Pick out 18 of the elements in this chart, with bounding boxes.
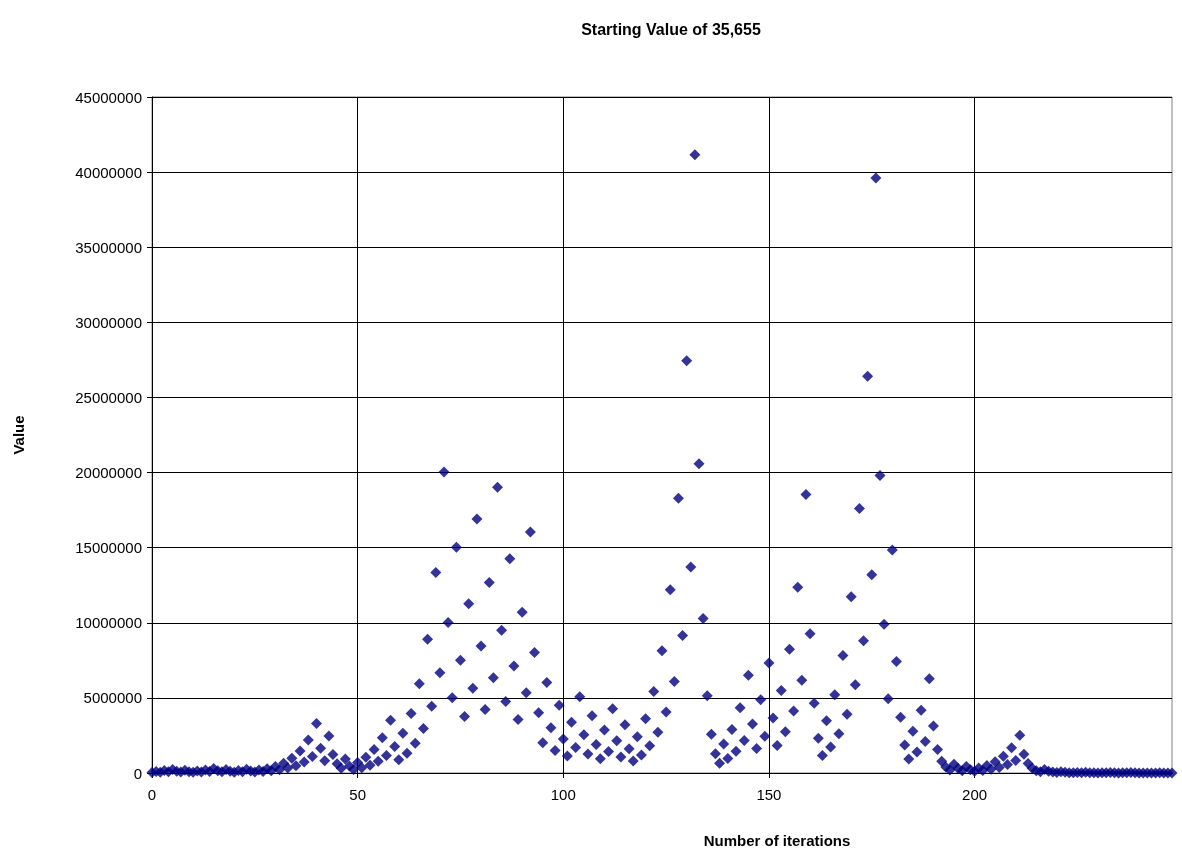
y-tick-label: 5000000 [83,689,142,707]
y-tick-label: 25000000 [75,388,142,406]
y-tick-label: 0 [133,764,142,782]
x-tick-label: 150 [756,786,782,803]
y-tick-label: 20000000 [75,464,142,482]
x-tick-label: 100 [550,786,576,803]
y-tick-label: 15000000 [75,539,142,557]
y-tick-label: 40000000 [75,163,142,181]
y-axis-title: Value [10,415,27,455]
x-tick-label: 0 [147,786,157,803]
y-tick-label: 35000000 [75,238,142,256]
y-tick-label: 30000000 [75,313,142,331]
y-tick-label: 10000000 [75,614,142,632]
x-tick-label: 50 [349,786,366,803]
x-axis-title: Number of iterations [703,832,851,849]
chart-title: Starting Value of 35,655 [581,20,761,38]
x-tick-label: 200 [962,786,988,803]
y-tick-label: 45000000 [75,88,142,106]
